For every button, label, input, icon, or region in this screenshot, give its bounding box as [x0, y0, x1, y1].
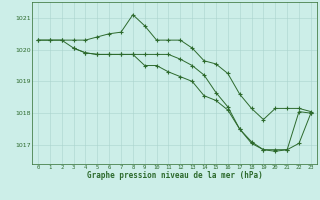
- X-axis label: Graphe pression niveau de la mer (hPa): Graphe pression niveau de la mer (hPa): [86, 171, 262, 180]
